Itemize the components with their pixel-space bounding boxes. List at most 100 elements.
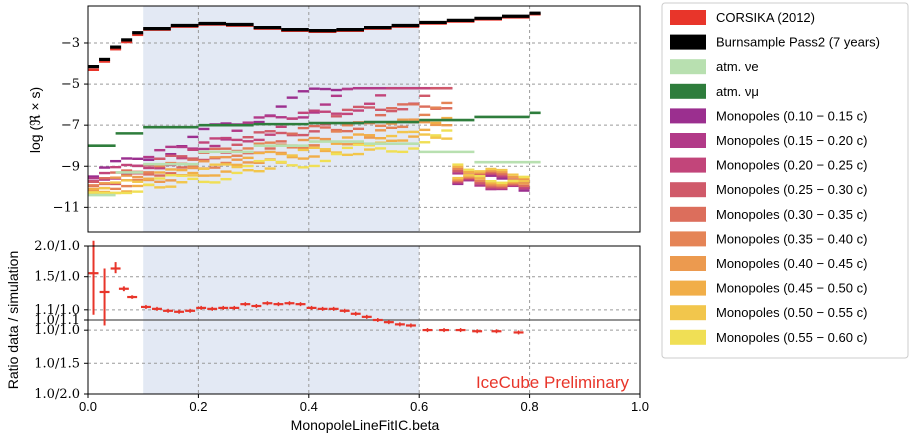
ratio-point [455, 328, 466, 333]
bottom-y-tick-label: 1.0/1.5 [34, 356, 80, 371]
bottom-panel: 2.0/1.0 1.5/1.0 1.1/1.01.0/1.11.0/1.0 1.0/1… [5, 239, 649, 433]
ratio-point [118, 286, 129, 292]
legend-entry: Monopoles (0.10 − 0.15 c) [670, 108, 867, 124]
legend-label: CORSIKA (2012) [716, 10, 815, 25]
ratio-point [361, 314, 372, 319]
ratio-point [439, 328, 450, 333]
top-y-axis-label: log (ℜ × s) [27, 87, 43, 153]
ratio-point [218, 305, 229, 310]
bottom-y-axis-label: Ratio data / simulation [5, 251, 21, 390]
legend-label: Monopoles (0.50 − 0.55 c) [716, 305, 867, 320]
ratio-point [513, 330, 524, 335]
top-frame [87, 5, 641, 233]
ratio-point [163, 308, 174, 313]
legend-entry: atm. νμ [670, 83, 759, 99]
legend-entry: atm. νe [670, 59, 759, 75]
ratio-point [372, 318, 383, 322]
top-y-tick-label: −7 [61, 118, 80, 133]
ratio-point [174, 309, 185, 314]
monopole-histograms [88, 86, 530, 195]
ratio-point [317, 306, 328, 311]
legend-swatch [670, 182, 706, 198]
top-highlight-region [143, 6, 420, 232]
ratio-point [88, 240, 99, 315]
legend-swatch [670, 280, 706, 296]
ratio-point [140, 304, 151, 309]
x-tick-label: 0.0 [79, 399, 97, 414]
ratio-point [110, 262, 121, 274]
bottom-x-ticks: 0.0 0.2 0.4 0.6 0.8 1.0 [79, 394, 649, 414]
x-axis-label: MonopoleLineFitIC.beta [291, 417, 440, 433]
monopole-series [88, 129, 530, 195]
legend-swatch [670, 256, 706, 271]
legend-entry: Burnsample Pass2 (7 years) [670, 34, 880, 50]
legend-label: Monopoles (0.10 − 0.15 c) [716, 108, 867, 123]
legend-label: Monopoles (0.15 − 0.20 c) [716, 133, 867, 148]
x-tick-label: 0.6 [410, 399, 428, 414]
legend-entry: Monopoles (0.45 − 0.50 c) [670, 280, 867, 296]
legend-entry: Monopoles (0.40 − 0.45 c) [670, 256, 867, 271]
ratio-point [127, 295, 138, 299]
legend-label: Monopoles (0.40 − 0.45 c) [716, 256, 867, 271]
legend-swatch [670, 59, 706, 75]
legend-swatch [670, 157, 706, 173]
x-tick-label: 1.0 [631, 399, 649, 414]
legend-entry: Monopoles (0.25 − 0.30 c) [670, 182, 867, 198]
ratio-point [185, 308, 196, 313]
x-tick-label: 0.8 [521, 399, 539, 414]
ratio-point [251, 304, 262, 309]
legend-swatch [670, 108, 706, 124]
bottom-y-tick-label: 1.0/2.0 [34, 387, 80, 402]
legend-swatch [670, 329, 706, 345]
ratio-point [240, 302, 251, 307]
x-tick-label: 0.4 [300, 399, 318, 414]
legend-entry: Monopoles (0.20 − 0.25 c) [670, 157, 867, 173]
legend-entry: CORSIKA (2012) [670, 10, 815, 25]
legend-swatch [670, 34, 706, 50]
legend: CORSIKA (2012) Burnsample Pass2 (7 years)… [661, 2, 909, 359]
ratio-points [88, 240, 524, 335]
ratio-point [295, 302, 306, 307]
ratio-point [383, 320, 394, 325]
legend-entry: Monopoles (0.50 − 0.55 c) [670, 305, 867, 321]
top-series [88, 11, 541, 197]
legend-swatch [670, 133, 706, 148]
ratio-point [284, 301, 295, 306]
legend-label: Monopoles (0.45 − 0.50 c) [716, 281, 867, 296]
legend-swatch [670, 206, 706, 222]
legend-label: Burnsample Pass2 (7 years) [716, 35, 880, 50]
bottom-y-tick-label: 1.0/1.1 [34, 313, 80, 328]
bottom-y-tick-label: 1.5/1.0 [34, 270, 80, 285]
series-atm. [88, 111, 541, 148]
legend-label: Monopoles (0.25 − 0.30 c) [716, 182, 867, 197]
legend-entry: Monopoles (0.15 − 0.20 c) [670, 133, 867, 148]
ratio-point [273, 302, 284, 307]
ratio-point [229, 305, 240, 310]
monopole-series [88, 86, 530, 190]
legend-entry: Monopoles (0.55 − 0.60 c) [670, 329, 867, 345]
legend-label: atm. νe [716, 59, 759, 74]
ratio-point [99, 268, 110, 326]
series-atm. [88, 140, 541, 197]
monopole-series [88, 118, 530, 192]
top-y-ticks: −3 −5 −7 −9 −11 [53, 36, 88, 215]
top-panel: −3 −5 −7 −9 −11 log (ℜ × s) [27, 5, 641, 233]
legend-label: Monopoles (0.20 − 0.25 c) [716, 158, 867, 173]
ratio-point [328, 306, 339, 311]
ratio-point [196, 305, 207, 310]
series-burnsample [88, 11, 541, 69]
ratio-point [422, 328, 433, 333]
ratio-point [152, 306, 162, 311]
ratio-point [405, 323, 416, 328]
legend-items: CORSIKA (2012) Burnsample Pass2 (7 years)… [670, 10, 880, 345]
legend-label: Monopoles (0.30 − 0.35 c) [716, 207, 867, 222]
watermark-label: IceCube Preliminary [476, 373, 630, 392]
top-y-tick-label: −3 [61, 36, 80, 51]
ratio-point [472, 329, 483, 334]
ratio-point [491, 329, 502, 334]
ratio-point [394, 322, 405, 327]
legend-label: atm. νμ [716, 84, 759, 99]
legend-frame [661, 2, 909, 359]
legend-swatch [670, 83, 706, 99]
legend-entry: Monopoles (0.35 − 0.40 c) [670, 231, 867, 247]
